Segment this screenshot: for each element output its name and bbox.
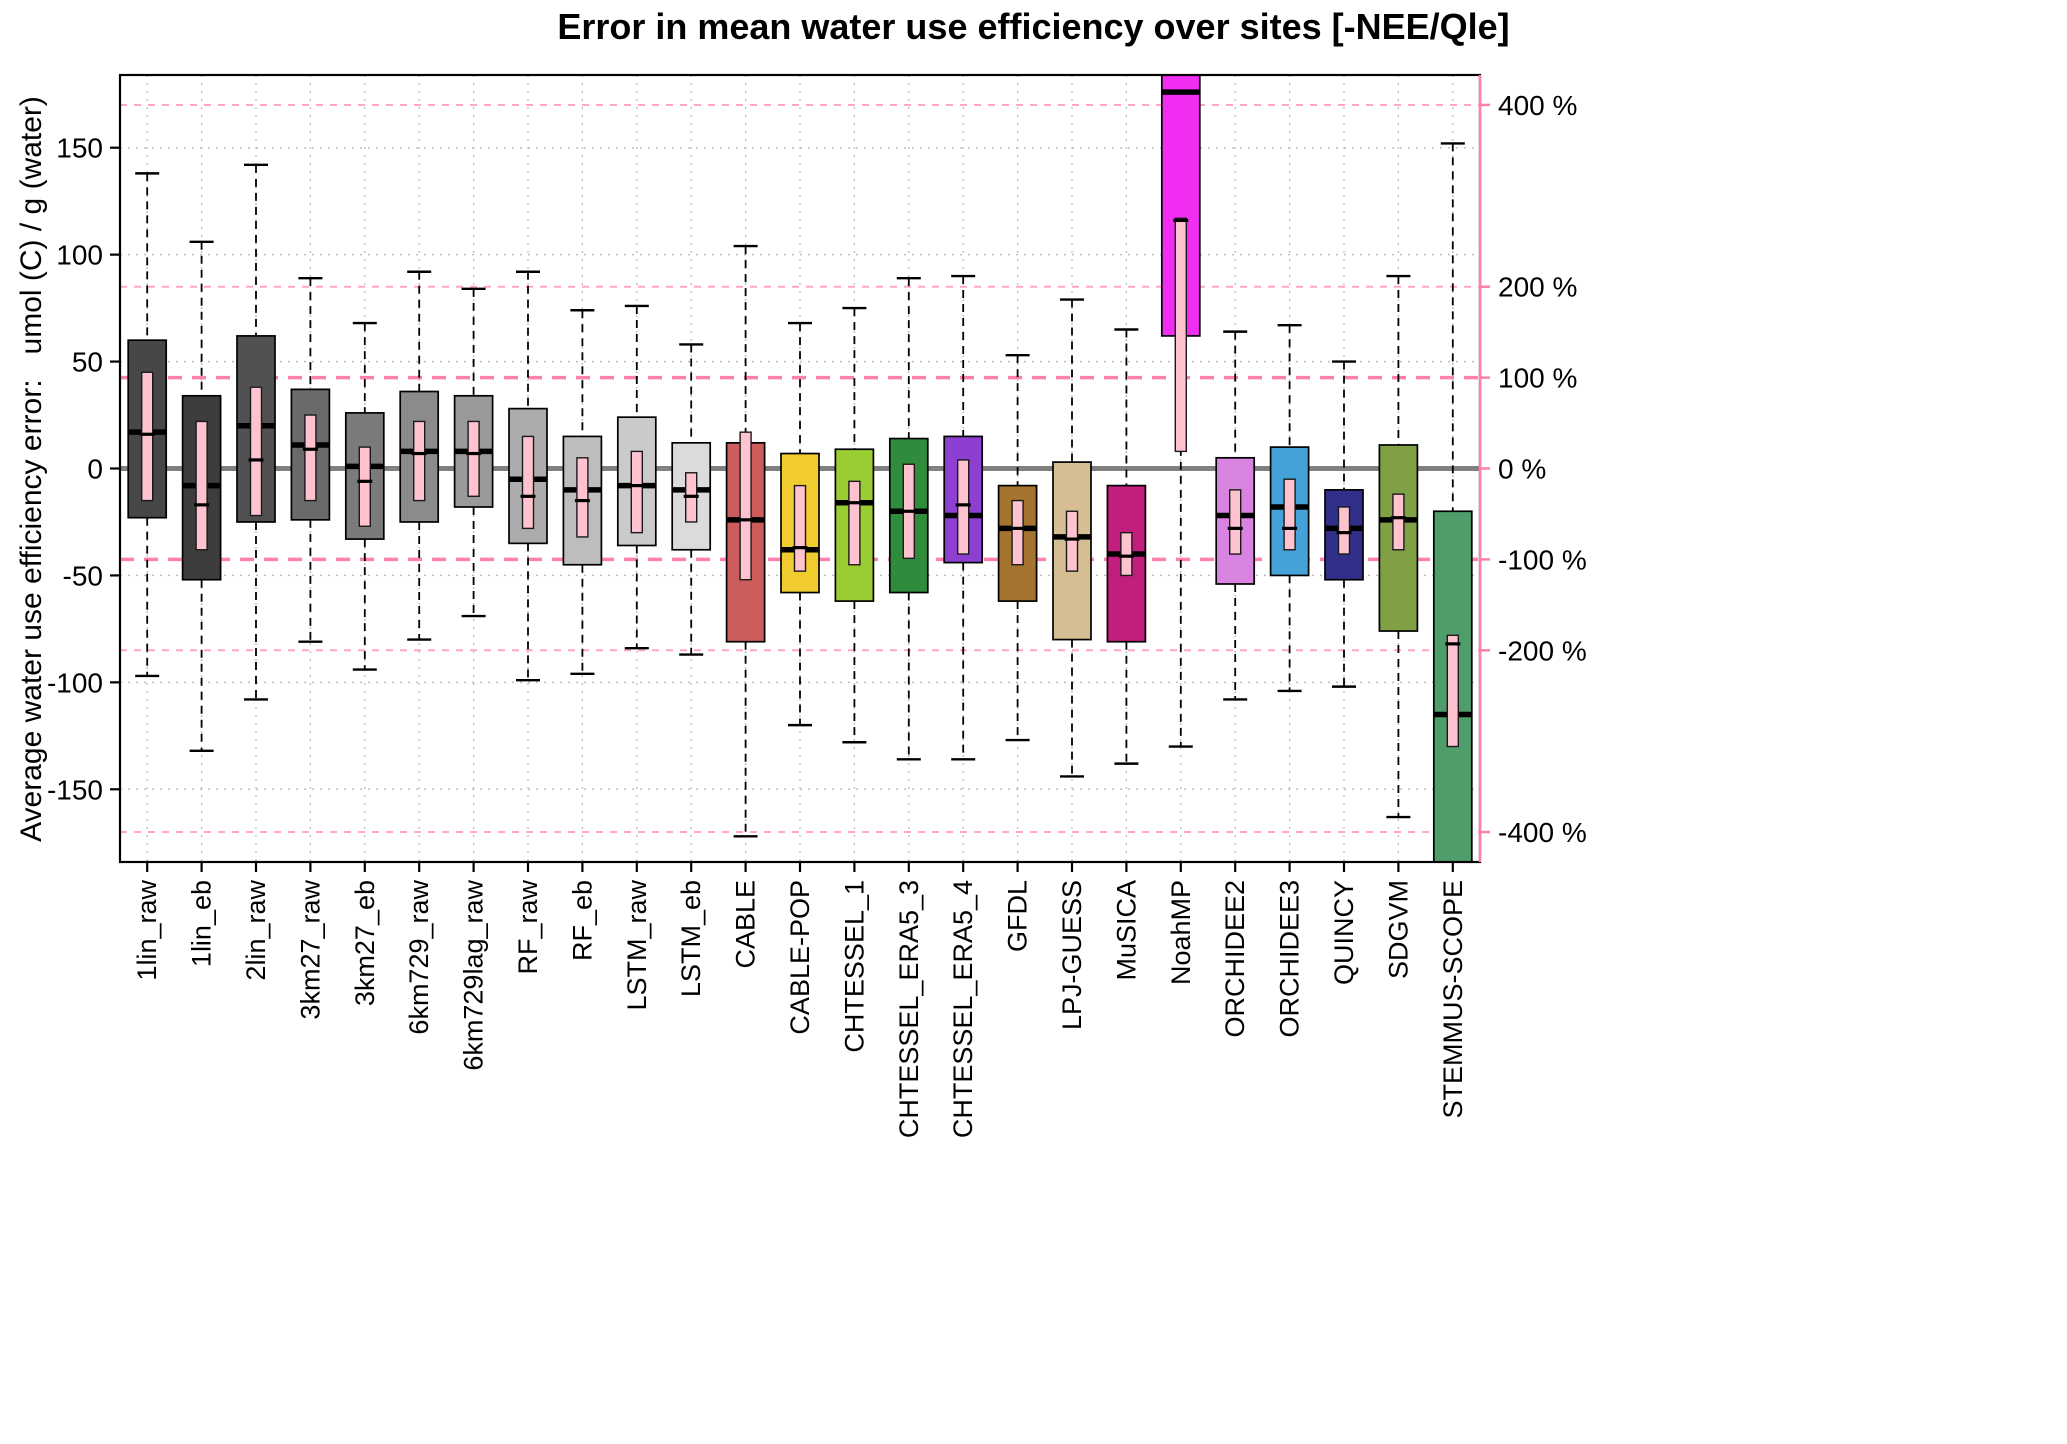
boxplot-ORCHIDEE3 [1269,324,1310,693]
chart-title: Error in mean water use efficiency over … [557,6,1510,47]
x-tick-label: 1lin_raw [132,880,162,981]
inner-box [630,450,643,534]
percent-tick-label: -100 % [1498,544,1587,575]
boxplot-MuSICA [1106,328,1147,765]
inner-box [1120,531,1133,577]
boxplot-CHTESSEL_1 [834,306,875,744]
boxplot-6km729_raw [399,270,440,641]
boxplot-3km27_raw [290,276,331,643]
percent-tick-label: 0 % [1498,454,1546,485]
boxplot-LSTM_raw [616,304,657,650]
percent-tick-label: 200 % [1498,272,1577,303]
boxplot-1lin_raw [127,172,168,678]
y-tick-label: -100 [47,667,103,698]
percent-tick-label: -400 % [1498,817,1587,848]
inner-box [1446,634,1460,748]
boxplot-3km27_eb [344,321,385,671]
x-tick-label: STEMMUS-SCOPE [1438,880,1468,1119]
inner-box [1392,493,1405,551]
x-axis: 1lin_raw 1lin_eb 2lin_raw 3km27_raw 3km27_eb… [132,862,1468,1138]
x-tick-label: CABLE [731,880,761,969]
boxplot-6km729lag_raw [453,287,494,618]
boxplots [127,75,1473,862]
x-tick-label: ORCHIDEE2 [1220,880,1250,1038]
boxplot-CABLE [725,244,766,838]
boxplot-2lin_raw [236,163,276,701]
x-tick-label: 3km27_eb [350,880,380,1006]
x-tick-label: RF_raw [513,880,543,975]
boxplot-QUINCY [1324,360,1364,688]
inner-box [739,431,752,581]
inner-box [467,420,480,498]
right-axis: 400 % 200 % 100 % 0 % -100 % -200 % -400 % [1478,75,1587,862]
inner-box [195,420,208,551]
inner-box [304,414,317,502]
boxplot-GFDL [997,353,1038,742]
x-tick-label: CABLE-POP [785,880,815,1035]
inner-box [576,457,589,538]
boxplot-LSTM_eb [671,343,712,656]
x-tick-label: RF_eb [567,880,597,961]
boxplot-NoahMP [1160,75,1201,748]
inner-box [249,386,263,517]
percent-tick-label: -200 % [1498,635,1587,666]
boxplot-SDGVM [1378,274,1419,819]
inner-box [1337,506,1351,555]
inner-box [521,435,535,530]
boxplot-CABLE-POP [780,321,820,727]
x-tick-label: QUINCY [1329,880,1359,985]
left-axis: 150 100 50 0 -50 -100 -150 [47,133,120,805]
boxplot-RF_eb [562,309,603,676]
inner-box [1011,499,1024,566]
x-tick-label: CHTESSEL_ERA5_3 [894,880,924,1138]
boxplot-STEMMUS-SCOPE [1432,142,1473,862]
boxplot-LPJ-GUESS [1052,298,1092,778]
x-tick-label: 2lin_raw [241,880,271,981]
y-tick-label: 150 [56,133,103,164]
boxplot-RF_raw [508,270,548,682]
y-tick-label: 50 [72,347,103,378]
inner-box [957,459,970,555]
inner-box [358,446,371,527]
y-tick-label: -150 [47,774,103,805]
boxplot-CHTESSEL_ERA5_3 [888,276,929,761]
x-tick-label: LPJ-GUESS [1057,880,1087,1030]
inner-box [413,420,426,502]
x-tick-label: LSTM_raw [622,879,652,1010]
boxplot-1lin_eb [181,240,222,752]
x-tick-label: ORCHIDEE3 [1275,880,1305,1038]
inner-box [1283,478,1296,551]
boxplot-CHTESSEL_ERA5_4 [943,274,984,761]
boxplot-ORCHIDEE2 [1215,330,1256,701]
x-tick-label: 1lin_eb [187,880,217,967]
x-tick-label: 6km729_raw [404,879,434,1034]
y-tick-label: 0 [87,454,103,485]
y-tick-label: 100 [56,240,103,271]
x-tick-label: 3km27_raw [295,879,325,1019]
percent-tick-label: 100 % [1498,363,1577,394]
inner-box [1174,217,1188,453]
percent-tick-label: 400 % [1498,90,1577,121]
inner-box [793,484,807,572]
x-tick-label: CHTESSEL_1 [839,880,869,1053]
x-tick-label: GFDL [1003,880,1033,952]
x-tick-label: NoahMP [1166,880,1196,985]
x-tick-label: CHTESSEL_ERA5_4 [948,880,978,1138]
x-tick-label: MuSICA [1111,880,1141,981]
inner-box [140,371,154,502]
inner-box [848,480,861,566]
box [1215,456,1256,585]
x-tick-label: LSTM_eb [676,880,706,997]
inner-box [1065,510,1079,572]
x-tick-label: SDGVM [1383,880,1413,979]
y-tick-label: -50 [63,560,103,591]
x-tick-label: 6km729lag_raw [459,879,489,1070]
inner-box [1228,489,1242,555]
